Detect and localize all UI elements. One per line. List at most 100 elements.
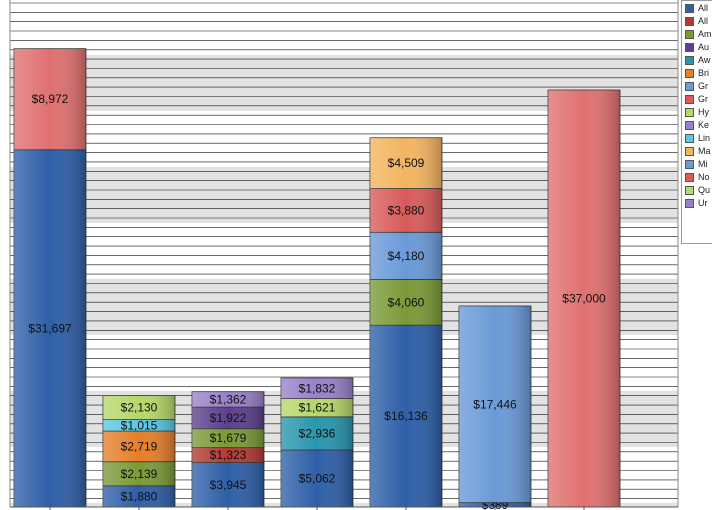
legend-label: Aw xyxy=(698,55,711,65)
bar-value-label: $31,697 xyxy=(28,321,72,335)
legend-item: Ur xyxy=(682,197,712,209)
bar-stack: $16,136 $4,060 $4,180 $3,880 $4,509 xyxy=(369,137,443,508)
bar-segment-shading xyxy=(103,461,175,486)
legend-item: Ma xyxy=(682,145,712,157)
bar-stack: $37,000 xyxy=(547,89,621,508)
bar-stack: $5,062 $2,936 $1,621 $1,832 xyxy=(280,377,354,508)
legend-label: All xyxy=(698,3,709,13)
legend-label: Hy xyxy=(698,107,709,117)
legend-label: Am xyxy=(698,29,712,39)
bar-value-label: $3,880 xyxy=(388,203,425,217)
bar-stack: $1,880 $2,139 $2,719 $1,015 $2,130 xyxy=(102,395,176,508)
bar-segment-shading xyxy=(192,462,264,507)
legend-item: Au xyxy=(682,41,712,53)
legend-item: Qu xyxy=(682,184,712,196)
bar-segment-shading xyxy=(192,391,264,408)
legend-label: Bri xyxy=(698,68,709,78)
bar-segment-shading xyxy=(459,305,531,503)
bar-value-label: $2,130 xyxy=(121,401,158,415)
legend-item: Lin xyxy=(682,132,712,144)
bar-value-label: $4,060 xyxy=(388,295,425,309)
bar-value-label: $16,136 xyxy=(384,409,428,423)
bar-stack: $31,697 $8,972 xyxy=(13,48,87,508)
bar-value-label: $1,323 xyxy=(210,448,247,462)
bar-segment-shading xyxy=(281,377,353,399)
legend-swatch xyxy=(685,146,694,156)
bar-segment-shading xyxy=(370,137,442,189)
legend-swatch xyxy=(685,42,694,52)
bar-segment-shading xyxy=(192,447,264,463)
bar-value-label: $1,922 xyxy=(210,411,247,425)
legend-swatch xyxy=(685,68,694,78)
legend-label: All xyxy=(698,16,709,26)
legend-swatch xyxy=(685,120,694,130)
legend-swatch xyxy=(685,133,694,143)
bar-value-label: $5,062 xyxy=(299,471,336,485)
bar-segment-shading xyxy=(370,232,442,280)
legend-item: All xyxy=(682,15,712,27)
legend-item: No xyxy=(682,171,712,183)
legend-label: Gr xyxy=(698,94,708,104)
bar-segment-shading xyxy=(459,502,531,507)
bar-value-label: $2,139 xyxy=(121,467,158,481)
legend-label: Mi xyxy=(698,159,708,169)
legend-label: Ke xyxy=(698,120,710,130)
bar-segment-shading xyxy=(192,407,264,429)
bar-segment-shading xyxy=(281,416,353,450)
legend-swatch xyxy=(685,16,694,26)
bar-segment-shading xyxy=(192,428,264,448)
legend-swatch xyxy=(685,159,694,169)
bar-value-label: $3,945 xyxy=(210,478,247,492)
legend-item: Mi xyxy=(682,158,712,170)
legend-item: All xyxy=(682,2,712,14)
legend-item: Aw xyxy=(682,54,712,66)
legend-label: No xyxy=(698,172,710,182)
bar-segment-shading xyxy=(103,419,175,432)
bars: $31,697 $8,972 $1,880 $2,139 $2,719 $1,015 $2,… xyxy=(13,48,621,510)
bar-value-label: $2,719 xyxy=(121,439,158,453)
legend: All All Am Au Aw Bri Gr Gr Hy Ke Lin Ma Mi No Qu Ur xyxy=(681,0,712,244)
legend-swatch xyxy=(685,29,694,39)
bar-value-label: $37,000 xyxy=(562,292,606,306)
legend-item: Gr xyxy=(682,80,712,92)
legend-item: Gr xyxy=(682,93,712,105)
legend-item: Am xyxy=(682,28,712,40)
legend-swatch xyxy=(685,94,694,104)
legend-swatch xyxy=(685,198,694,208)
bar-segment-shading xyxy=(103,431,175,462)
bar-value-label: $8,972 xyxy=(32,92,69,106)
legend-label: Ma xyxy=(698,146,711,156)
legend-label: Qu xyxy=(698,185,711,195)
legend-swatch xyxy=(685,172,694,182)
bar-value-label: $1,015 xyxy=(121,418,158,432)
bar-value-label: $1,362 xyxy=(210,392,247,406)
bar-segment-shading xyxy=(14,149,86,508)
bar-segment-shading xyxy=(281,449,353,507)
bar-segment-shading xyxy=(548,90,620,507)
legend-label: Au xyxy=(698,42,710,52)
bar-segment-shading xyxy=(370,325,442,507)
legend-swatch xyxy=(685,107,694,117)
bar-stack: $3,945 $1,323 $1,679 $1,922 $1,362 xyxy=(191,391,265,508)
bar-value-label: $4,180 xyxy=(388,249,425,263)
bar-segment-shading xyxy=(14,48,86,150)
legend-label: Ur xyxy=(698,198,708,208)
bar-segment-shading xyxy=(370,188,442,233)
legend-swatch xyxy=(685,55,694,65)
bar-value-label: $1,832 xyxy=(299,381,336,395)
bar-segment-shading xyxy=(103,485,175,507)
legend-swatch xyxy=(685,81,694,91)
bar-segment-shading xyxy=(281,398,353,417)
legend-swatch xyxy=(685,185,694,195)
bar-value-label: $1,880 xyxy=(121,489,158,503)
bar-stack: $389$17,446 xyxy=(458,305,532,510)
legend-item: Bri xyxy=(682,67,712,79)
bar-value-label: $17,446 xyxy=(473,397,517,411)
legend-item: Ke xyxy=(682,119,712,131)
legend-swatch xyxy=(685,3,694,13)
legend-item: Hy xyxy=(682,106,712,118)
bar-value-label: $2,936 xyxy=(299,426,336,440)
bar-value-label: $1,621 xyxy=(299,401,336,415)
legend-label: Gr xyxy=(698,81,708,91)
